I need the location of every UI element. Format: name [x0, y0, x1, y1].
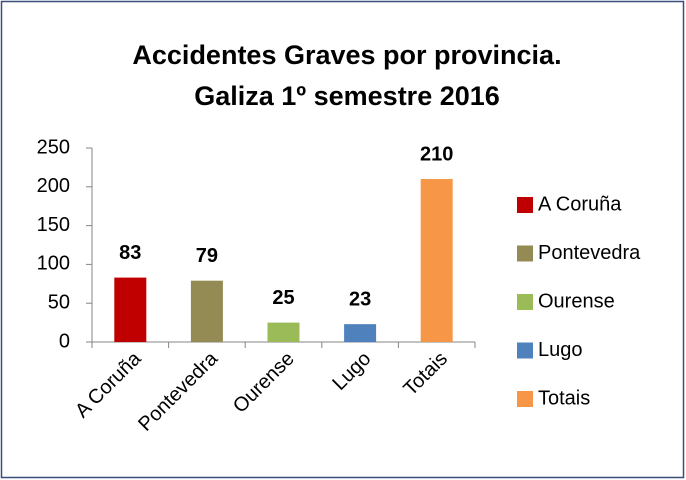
bar — [267, 322, 300, 342]
legend-label: Pontevedra — [538, 242, 641, 264]
data-label: 79 — [196, 245, 218, 267]
bar — [114, 277, 147, 342]
legend-label: Ourense — [538, 290, 615, 312]
y-tick-label: 100 — [37, 253, 70, 275]
data-label: 210 — [420, 143, 453, 165]
chart-title: Galiza 1º semestre 2016 — [194, 81, 500, 111]
legend-label: Lugo — [538, 339, 583, 361]
bar — [190, 280, 223, 342]
legend-swatch — [517, 294, 533, 310]
data-label: 83 — [119, 242, 141, 264]
legend-label: A Coruña — [538, 193, 622, 215]
y-tick-label: 150 — [37, 214, 70, 236]
y-tick-label: 200 — [37, 175, 70, 197]
legend-swatch — [517, 342, 533, 359]
data-label: 25 — [272, 287, 294, 309]
data-label: 23 — [349, 288, 371, 310]
bar — [420, 179, 453, 342]
legend-swatch — [517, 391, 533, 407]
legend-swatch — [517, 197, 533, 213]
y-tick-label: 50 — [48, 291, 70, 313]
legend-label: Totais — [538, 387, 590, 409]
legend-swatch — [517, 245, 533, 262]
chart-title: Accidentes Graves por provincia. — [132, 40, 561, 70]
bar — [344, 324, 377, 342]
y-tick-label: 0 — [59, 330, 70, 352]
y-tick-label: 250 — [37, 136, 70, 158]
